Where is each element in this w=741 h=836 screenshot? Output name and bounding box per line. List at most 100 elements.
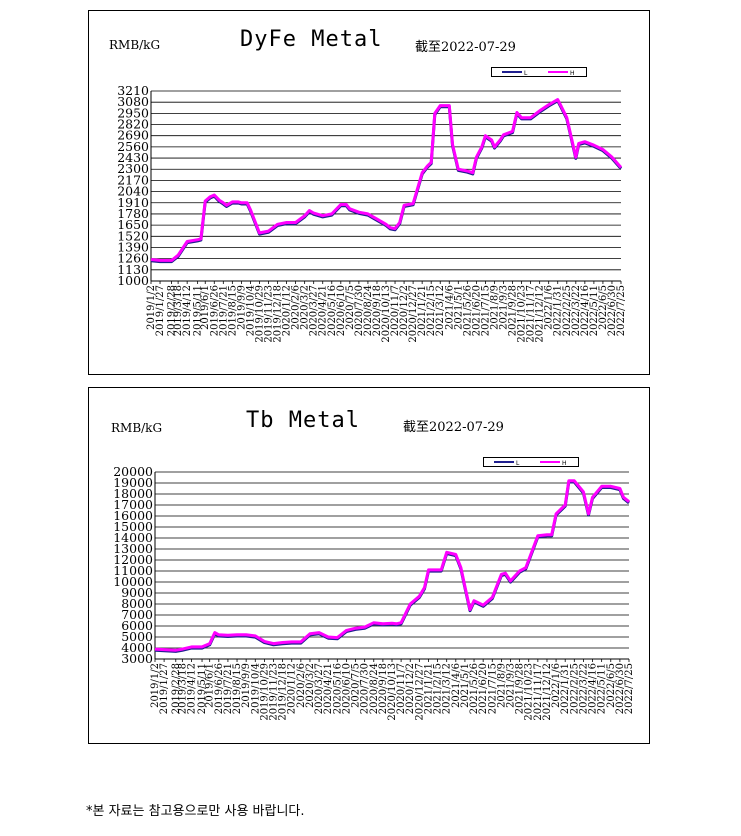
tb-legend-label-l: L bbox=[516, 460, 520, 467]
dyfe-x-tick-label: 2020/6/10 bbox=[336, 285, 347, 336]
tb-y-tick-label: 19000 bbox=[113, 475, 153, 490]
dyfe-x-tick-label: 2022/5/11 bbox=[589, 285, 600, 336]
tb-y-tick-label: 7000 bbox=[121, 607, 153, 622]
tb-x-tick-label: 2021/1/21 bbox=[423, 663, 434, 714]
dyfe-legend-label-l: L bbox=[524, 70, 528, 77]
tb-y-tick-label: 14000 bbox=[113, 530, 153, 545]
dyfe-x-tick-label: 2021/5/1 bbox=[453, 285, 464, 330]
dyfe-y-tick-label: 1390 bbox=[117, 239, 149, 254]
tb-chart-title: Tb Metal bbox=[246, 408, 360, 433]
dyfe-x-tick-label: 2019/10/29 bbox=[254, 285, 265, 343]
tb-x-tick-label: 2019/4/12 bbox=[186, 663, 197, 714]
tb-y-tick-label: 20000 bbox=[113, 464, 153, 479]
tb-price-chart: 3000400050006000700080009000100001100012… bbox=[113, 464, 635, 721]
tb-x-tick-label: 2019/2/28 bbox=[171, 663, 182, 714]
dyfe-x-tick-label: 2022/6/30 bbox=[607, 285, 618, 336]
tb-x-tick-label: 2019/10/29 bbox=[259, 663, 270, 721]
dyfe-y-tick-label: 2690 bbox=[117, 128, 149, 143]
tb-x-tick-label: 2021/9/28 bbox=[515, 663, 526, 714]
tb-y-tick-label: 3000 bbox=[121, 651, 153, 666]
dyfe-y-tick-label: 2040 bbox=[117, 184, 149, 199]
tb-x-tick-label: 2019/8/15 bbox=[232, 663, 243, 714]
tb-x-tick-label: 2019/11/23 bbox=[269, 663, 280, 721]
tb-x-tick-label: 2022/6/30 bbox=[615, 663, 626, 714]
dyfe-x-tick-label: 2022/1/6 bbox=[544, 285, 555, 330]
dyfe-x-tick-label: 2020/10/13 bbox=[381, 285, 392, 343]
dyfe-x-tick-label: 2020/11/7 bbox=[390, 285, 401, 336]
dyfe-y-tick-label: 3080 bbox=[117, 94, 149, 109]
tb-x-tick-label: 2020/11/7 bbox=[396, 663, 407, 714]
dyfe-chart-title: DyFe Metal bbox=[240, 27, 383, 52]
dyfe-y-tick-label: 1520 bbox=[117, 228, 149, 243]
dyfe-x-tick-label: 2020/2/6 bbox=[291, 285, 302, 330]
tb-x-tick-label: 2021/11/17 bbox=[533, 663, 544, 721]
dyfe-y-tick-label: 1650 bbox=[117, 217, 149, 232]
dyfe-x-tick-label: 2020/7/5 bbox=[345, 285, 356, 330]
tb-x-tick-label: 2019/1/2 bbox=[150, 663, 161, 708]
tb-x-tick-label: 2020/10/13 bbox=[387, 663, 398, 721]
dyfe-x-tick-label: 2020/9/18 bbox=[372, 285, 383, 336]
dyfe-price-chart: 1000113012601390152016501780191020402170… bbox=[117, 83, 627, 343]
tb-x-tick-label: 2020/8/24 bbox=[369, 663, 380, 714]
dyfe-x-tick-label: 2022/2/25 bbox=[562, 285, 573, 336]
dyfe-y-tick-label: 1130 bbox=[117, 262, 149, 277]
tb-x-tick-label: 2022/4/16 bbox=[588, 663, 599, 714]
dyfe-x-tick-label: 2019/5/11 bbox=[193, 285, 204, 336]
dyfe-x-tick-label: 2019/9/9 bbox=[236, 285, 247, 330]
tb-x-tick-label: 2022/3/22 bbox=[578, 663, 589, 714]
tb-x-tick-label: 2021/6/20 bbox=[478, 663, 489, 714]
tb-legend: L H bbox=[483, 457, 579, 467]
dyfe-x-tick-label: 2019/8/15 bbox=[227, 285, 238, 336]
tb-x-tick-label: 2021/8/9 bbox=[496, 663, 507, 708]
dyfe-unit-label: RMB/kG bbox=[109, 38, 161, 52]
tb-x-tick-label: 2019/7/21 bbox=[223, 663, 234, 714]
tb-x-tick-label: 2022/1/31 bbox=[560, 663, 571, 714]
dyfe-x-tick-label: 2021/10/23 bbox=[517, 285, 528, 343]
tb-x-tick-label: 2019/12/18 bbox=[278, 663, 289, 721]
tb-x-tick-label: 2022/2/25 bbox=[569, 663, 580, 714]
tb-y-tick-label: 18000 bbox=[113, 486, 153, 501]
tb-y-tick-label: 12000 bbox=[113, 552, 153, 567]
tb-x-tick-label: 2020/5/16 bbox=[332, 663, 343, 714]
footer-disclaimer: *본 자료는 참고용으로만 사용 바랍니다. bbox=[86, 804, 305, 819]
dyfe-x-tick-label: 2021/4/6 bbox=[444, 285, 455, 330]
dyfe-x-tick-label: 2020/7/30 bbox=[354, 285, 365, 336]
dyfe-legend: L H bbox=[491, 67, 587, 77]
tb-y-tick-label: 13000 bbox=[113, 541, 153, 556]
tb-unit-label: RMB/kG bbox=[111, 421, 163, 435]
tb-x-tick-label: 2021/5/1 bbox=[460, 663, 471, 708]
dyfe-x-tick-label: 2021/2/15 bbox=[426, 285, 437, 336]
dyfe-x-tick-label: 2020/12/27 bbox=[408, 285, 419, 343]
tb-x-tick-label: 2020/7/5 bbox=[351, 663, 362, 708]
tb-x-tick-label: 2022/5/11 bbox=[597, 663, 608, 714]
dyfe-x-tick-label: 2019/3/18 bbox=[173, 285, 184, 336]
dyfe-y-tick-label: 3210 bbox=[117, 83, 149, 98]
tb-x-tick-label: 2022/7/25 bbox=[624, 663, 635, 714]
tb-y-tick-label: 11000 bbox=[113, 563, 153, 578]
dyfe-x-tick-label: 2022/7/25 bbox=[616, 285, 627, 336]
dyfe-x-tick-label: 2021/9/28 bbox=[508, 285, 519, 336]
dyfe-x-tick-label: 2021/3/12 bbox=[435, 285, 446, 336]
dyfe-x-tick-label: 2022/6/5 bbox=[598, 285, 609, 330]
tb-legend-swatches: L H bbox=[494, 460, 567, 467]
dyfe-x-tick-label: 2021/7/15 bbox=[480, 285, 491, 336]
tb-x-tick-label: 2020/7/30 bbox=[360, 663, 371, 714]
tb-x-tick-label: 2019/1/27 bbox=[159, 663, 170, 714]
tb-y-tick-label: 5000 bbox=[121, 629, 153, 644]
tb-as-of-date: 截至2022-07-29 bbox=[403, 420, 504, 435]
tb-x-tick-label: 2019/3/18 bbox=[177, 663, 188, 714]
tb-y-tick-label: 4000 bbox=[121, 640, 153, 655]
dyfe-x-tick-label: 2019/6/1 bbox=[200, 285, 211, 330]
tb-x-tick-label: 2020/4/21 bbox=[323, 663, 334, 714]
dyfe-series-high-line bbox=[150, 98, 623, 262]
tb-x-tick-label: 2021/3/12 bbox=[442, 663, 453, 714]
dyfe-y-tick-label: 1780 bbox=[117, 206, 149, 221]
tb-x-tick-label: 2021/5/26 bbox=[469, 663, 480, 714]
dyfe-x-tick-label: 2022/4/16 bbox=[580, 285, 591, 336]
dyfe-x-tick-label: 2019/12/18 bbox=[273, 285, 284, 343]
tb-x-tick-label: 2021/7/15 bbox=[487, 663, 498, 714]
tb-x-tick-label: 2020/12/27 bbox=[414, 663, 425, 721]
dyfe-y-tick-label: 2820 bbox=[117, 117, 149, 132]
dyfe-x-tick-label: 2019/6/26 bbox=[209, 285, 220, 336]
tb-x-tick-label: 2019/6/1 bbox=[205, 663, 216, 708]
